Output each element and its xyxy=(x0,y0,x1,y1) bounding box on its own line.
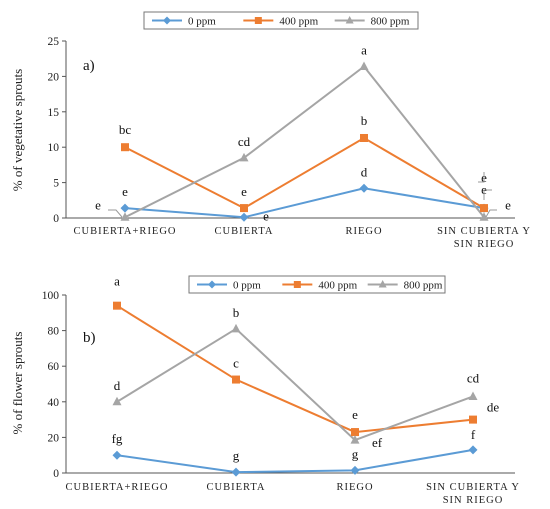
panel-b-significance-label: b xyxy=(233,305,240,320)
panel-a-series-line-800-ppm xyxy=(124,65,485,219)
panel-b-data-point xyxy=(231,323,241,333)
panel-b-significance-label: c xyxy=(233,356,239,371)
panel-b-legend-swatch-marker xyxy=(208,280,216,289)
panel-b-y-tick-label: 100 xyxy=(42,290,60,302)
panel-b-series-line-400-ppm xyxy=(116,304,474,434)
panel-a-data-point xyxy=(360,133,368,142)
panel-a-significance-label: d xyxy=(361,164,368,179)
panel-b-legend-entry: 800 ppm xyxy=(404,280,443,292)
panel-b-series-line-800-ppm xyxy=(116,327,474,442)
panel-a-data-point xyxy=(120,212,130,221)
panel-a-y-tick-label: 0 xyxy=(53,213,59,225)
panel-b-data-point xyxy=(112,396,122,406)
panel-a-legend-swatch-marker xyxy=(345,16,354,24)
panel-b-significance-label: d xyxy=(114,378,121,393)
panel-a-significance-label: b xyxy=(361,113,368,128)
panel-a-legend-swatch-marker xyxy=(254,17,262,24)
panel-b-data-point xyxy=(468,391,478,400)
panel-a-legend-entry: 400 ppm xyxy=(279,16,318,28)
panel-a-data-point xyxy=(480,204,488,213)
panel-b-data-point xyxy=(351,428,359,437)
panel-a-category-label: RIEGO xyxy=(345,226,382,237)
panel-b-significance-label: g xyxy=(352,446,359,461)
panel-a-significance-label: e xyxy=(263,208,269,223)
panel-a-label: a) xyxy=(83,58,95,74)
panel-b-y-tick-label: 60 xyxy=(48,361,60,373)
panel-a-y-tick-label: 5 xyxy=(53,178,59,190)
panel-a-category-label: SIN CUBIERTA Y xyxy=(437,226,531,237)
panel-b-legend xyxy=(188,275,446,294)
panel-a-data-point xyxy=(239,152,249,162)
panel-a-significance-label: e xyxy=(505,197,511,212)
panel-b-significance-label: cd xyxy=(467,370,480,385)
panel-a-category-label: CUBIERTA xyxy=(214,226,273,237)
panel-b-data-point xyxy=(112,450,122,460)
panel-a-data-point xyxy=(359,183,369,193)
panel-b-data-point xyxy=(113,301,121,310)
panel-b-y-tick-label: 0 xyxy=(53,468,59,480)
panel-a-leader-line xyxy=(483,189,492,200)
panel-a-series-line-400-ppm xyxy=(124,136,485,210)
panel-a-significance-label: bc xyxy=(119,122,132,137)
panel-b-legend-swatch-marker xyxy=(378,280,387,288)
panel-b-category-label: CUBIERTA xyxy=(206,482,265,493)
panel-a-leader-line xyxy=(485,209,497,218)
panel-b-label: b) xyxy=(83,330,96,346)
panel-b-data-point xyxy=(350,465,360,475)
panel-a-y-tick-label: 10 xyxy=(48,142,60,154)
panel-a-significance-label: cd xyxy=(238,134,251,149)
panel-a-data-point xyxy=(121,143,129,152)
panel-b-significance-label: fg xyxy=(112,431,123,446)
panel-b-significance-label: f xyxy=(471,427,476,442)
panel-b-data-point xyxy=(231,467,241,477)
panel-b-data-point xyxy=(350,435,360,444)
panel-a-significance-label: e xyxy=(122,184,128,199)
panel-a-data-point xyxy=(479,212,489,221)
panel-b-data-point xyxy=(468,445,478,455)
panel-b-significance-label: e xyxy=(352,407,358,422)
panel-b-y-tick-label: 20 xyxy=(48,432,60,444)
panel-b-significance-label: a xyxy=(114,274,120,289)
panel-a-significance-label: e xyxy=(241,184,247,199)
panel-a-significance-label: a xyxy=(361,42,367,57)
panel-a-legend xyxy=(143,11,419,30)
panel-b-legend-entry: 400 ppm xyxy=(318,280,357,292)
panel-a-y-tick-label: 20 xyxy=(48,71,60,83)
panel-b-category-label: CUBIERTA+RIEGO xyxy=(65,482,168,493)
panel-b-legend-entry: 0 ppm xyxy=(233,280,261,292)
panel-a-legend-entry: 800 ppm xyxy=(371,16,410,28)
panel-a-series-line-0-ppm xyxy=(124,187,485,219)
panel-a-y-tick-label: 15 xyxy=(48,107,60,119)
panel-a-leader-line xyxy=(478,172,485,183)
panel-b-significance-label: ef xyxy=(372,435,383,450)
panel-b-y-tick-label: 80 xyxy=(48,326,60,338)
panel-a-legend-entry: 0 ppm xyxy=(188,16,216,28)
panel-b-category-label: RIEGO xyxy=(336,482,373,493)
panel-a-data-point xyxy=(240,204,248,213)
panel-b-category-label: SIN CUBIERTA Y xyxy=(426,482,520,493)
panel-a-data-point xyxy=(120,203,130,213)
panel-a-y-axis-label: % of vegetative sprouts xyxy=(10,69,25,191)
panel-b-series-line-0-ppm xyxy=(116,448,474,474)
panel-a-legend-swatch-marker xyxy=(163,16,171,25)
panel-b-legend-swatch-marker xyxy=(293,281,301,288)
panel-a-data-point xyxy=(239,212,249,222)
panel-b-y-tick-label: 40 xyxy=(48,397,60,409)
panel-b-significance-label: g xyxy=(233,448,240,463)
panel-b-significance-label: de xyxy=(487,400,500,415)
panel-a-category-label: SIN RIEGO xyxy=(454,239,515,250)
panel-a-data-point xyxy=(359,61,369,70)
panel-a-category-label: CUBIERTA+RIEGO xyxy=(73,226,176,237)
panel-b-data-point xyxy=(469,415,477,424)
panel-a-y-tick-label: 25 xyxy=(48,36,60,48)
panel-b-y-axis-label: % of flower sprouts xyxy=(10,332,25,435)
panel-b-category-label: SIN RIEGO xyxy=(443,495,504,506)
panel-a-significance-label: e xyxy=(95,197,101,212)
panel-b-data-point xyxy=(232,375,240,384)
panel-a-leader-line xyxy=(108,209,123,218)
